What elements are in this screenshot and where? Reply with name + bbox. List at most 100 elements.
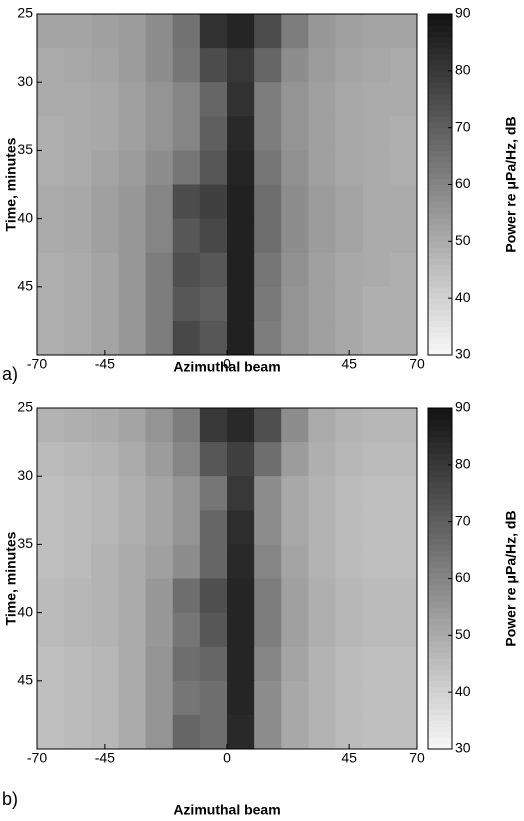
- heatmap-cell: [37, 680, 65, 716]
- colorbar-step: [428, 515, 452, 523]
- heatmap-cell: [254, 510, 282, 545]
- heatmap-cell: [335, 646, 364, 682]
- heatmap-cell: [362, 48, 391, 83]
- heatmap-cell: [308, 646, 337, 682]
- colorbar-step: [428, 269, 452, 276]
- colorbar-step: [428, 675, 452, 682]
- colorbar-step: [428, 247, 452, 254]
- panel-label: b): [2, 789, 18, 809]
- heatmap-cell: [362, 320, 391, 356]
- heatmap-cell: [145, 442, 174, 477]
- heatmap-cell: [37, 116, 65, 151]
- heatmap-cell: [281, 48, 309, 83]
- colorbar-step: [428, 658, 452, 665]
- heatmap-cell: [145, 82, 174, 117]
- heatmap-cell: [227, 680, 255, 716]
- heatmap-cell: [145, 48, 174, 83]
- heatmap-cell: [308, 48, 337, 83]
- colorbar-step: [428, 572, 452, 579]
- heatmap-cell: [118, 510, 147, 545]
- colorbar-step: [428, 190, 452, 197]
- colorbar-step: [428, 31, 452, 38]
- heatmap-cell: [37, 476, 65, 511]
- colorbar-step: [428, 127, 452, 134]
- heatmap-cell: [389, 82, 418, 117]
- colorbar-step: [428, 87, 452, 95]
- heatmap-cell: [145, 510, 174, 545]
- heatmap-cell: [145, 408, 174, 443]
- colorbar-step: [428, 298, 452, 305]
- heatmap-cell: [64, 184, 92, 220]
- heatmap-cell: [308, 408, 337, 443]
- heatmap-cell: [145, 544, 174, 579]
- colorbar-step: [428, 498, 452, 506]
- x-tick-label: -45: [95, 356, 115, 372]
- colorbar-tick-label: 50: [455, 626, 471, 642]
- colorbar-step: [428, 235, 452, 242]
- heatmap-cell: [308, 218, 337, 254]
- heatmap-cell: [254, 184, 282, 220]
- heatmap-cell: [91, 252, 119, 288]
- heatmap-cell: [64, 320, 92, 356]
- heatmap-cell: [335, 476, 364, 511]
- heatmap-cell: [64, 510, 92, 545]
- heatmap-cell: [172, 612, 201, 648]
- heatmap-cell: [64, 408, 92, 443]
- colorbar-tick-label: 80: [455, 456, 471, 472]
- colorbar-step: [428, 453, 452, 460]
- colorbar-tick-label: 90: [455, 5, 471, 21]
- heatmap-cell: [362, 286, 391, 322]
- colorbar-step: [428, 419, 452, 426]
- panel-label: a): [2, 364, 18, 384]
- colorbar-step: [428, 275, 452, 282]
- colorbar-step: [428, 229, 452, 237]
- colorbar-step: [428, 195, 452, 203]
- heatmap-cell: [335, 14, 364, 49]
- colorbar-step: [428, 332, 452, 339]
- colorbar-label: Power re μPa/Hz, dB: [503, 116, 519, 252]
- heatmap-cell: [362, 218, 391, 254]
- y-tick-label: 35: [17, 535, 33, 551]
- colorbar-step: [428, 635, 452, 642]
- heatmap-cell: [362, 442, 391, 477]
- heatmap-cell: [389, 476, 418, 511]
- heatmap-cell: [145, 116, 174, 151]
- heatmap-cell: [145, 184, 174, 220]
- heatmap-cell: [335, 286, 364, 322]
- heatmap-cell: [145, 578, 174, 614]
- heatmap-cell: [308, 116, 337, 151]
- heatmap-cell: [254, 646, 282, 682]
- y-tick-label: 45: [17, 672, 33, 688]
- heatmap-cell: [254, 48, 282, 83]
- heatmap-cell: [308, 544, 337, 579]
- heatmap-cell: [227, 14, 255, 49]
- heatmap-cell: [389, 646, 418, 682]
- colorbar-step: [428, 59, 452, 66]
- colorbar-step: [428, 714, 452, 722]
- y-tick-label: 25: [17, 5, 33, 21]
- heatmap-cell: [118, 48, 147, 83]
- heatmap-cell: [335, 680, 364, 716]
- heatmap-cell: [91, 184, 119, 220]
- heatmap-cell: [362, 646, 391, 682]
- colorbar-step: [428, 510, 452, 517]
- heatmap-cell: [227, 48, 255, 83]
- colorbar-step: [428, 601, 452, 608]
- colorbar-step: [428, 709, 452, 716]
- heatmap-cell: [308, 320, 337, 356]
- heatmap-cell: [335, 48, 364, 83]
- heatmap-cell: [389, 680, 418, 716]
- colorbar-tick-label: 40: [455, 289, 471, 305]
- heatmap-cell: [118, 150, 147, 185]
- heatmap-cell: [118, 714, 147, 750]
- colorbar-step: [428, 584, 452, 591]
- heatmap-cell: [389, 218, 418, 254]
- colorbar-tick-label: 50: [455, 232, 471, 248]
- heatmap-cell: [389, 320, 418, 356]
- heatmap-cell: [308, 680, 337, 716]
- colorbar-tick-label: 70: [455, 512, 471, 528]
- colorbar-step: [428, 641, 452, 648]
- heatmap-cell: [362, 82, 391, 117]
- colorbar-step: [428, 218, 452, 225]
- heatmap-cell: [254, 408, 282, 443]
